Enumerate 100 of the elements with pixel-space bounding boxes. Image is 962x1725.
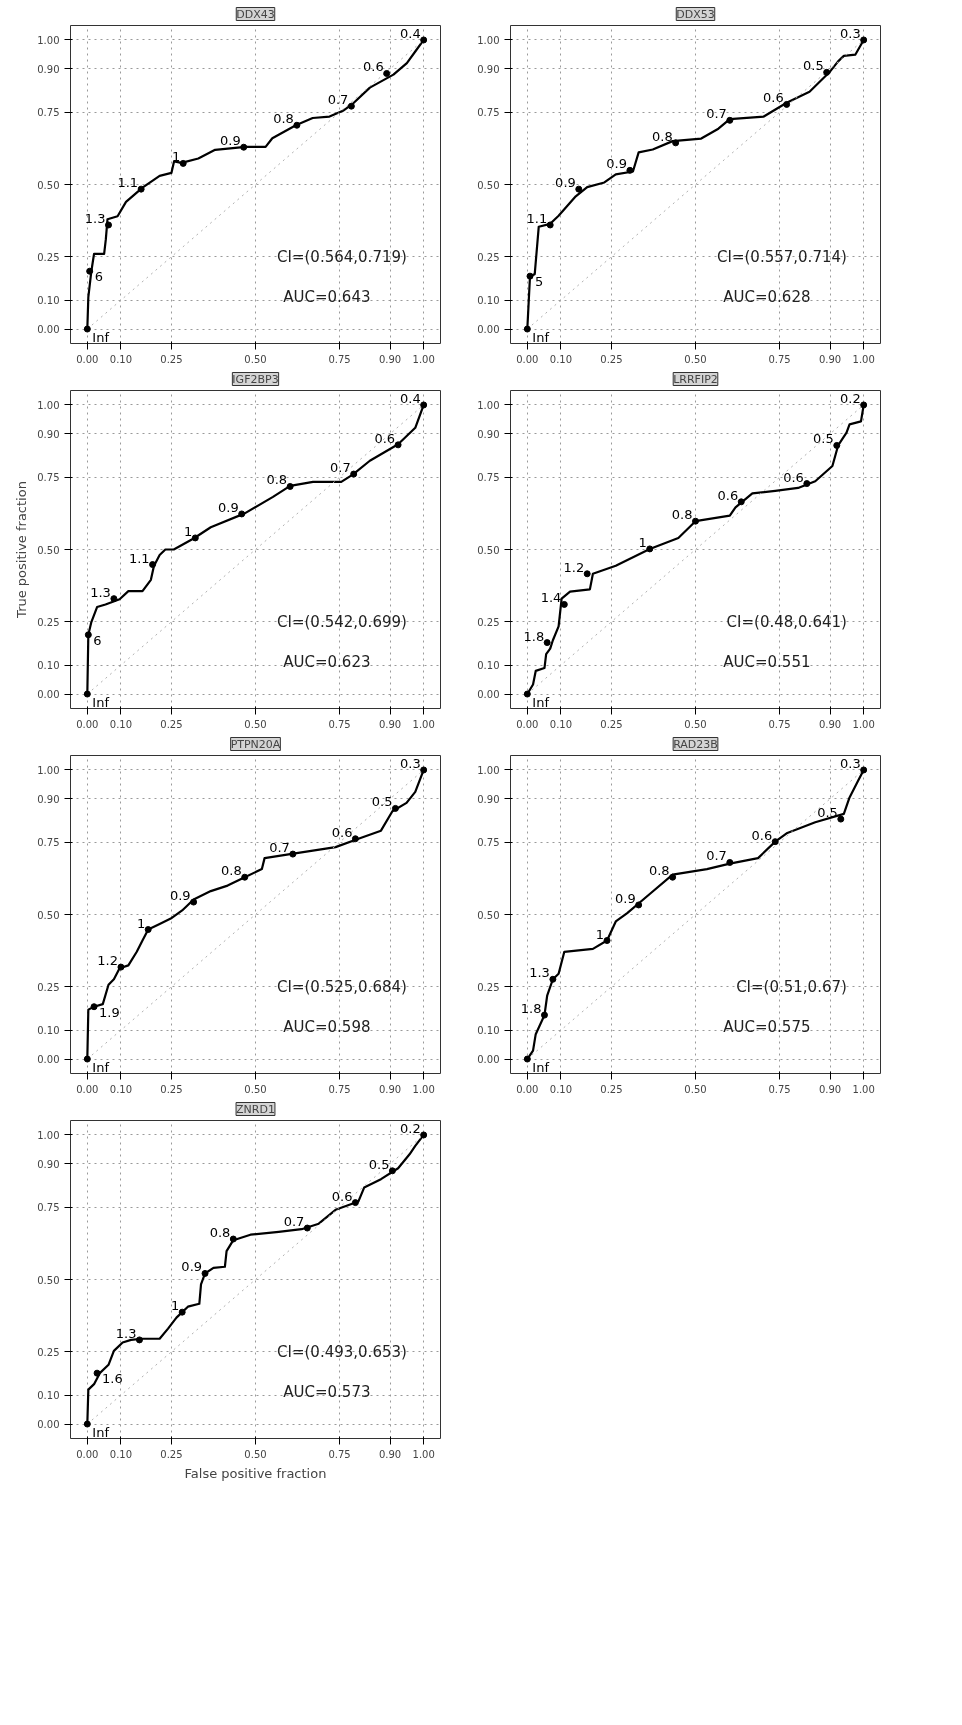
y-tick-label: 0.10 — [37, 1025, 60, 1037]
x-tick-label: 1.00 — [412, 353, 435, 365]
y-tick-label: 0.75 — [37, 1202, 60, 1214]
y-tick-label: 1.00 — [477, 34, 500, 46]
x-tick-label: 0.50 — [684, 353, 707, 365]
y-tick-label: 0.50 — [37, 544, 60, 556]
y-tick-label: 0.90 — [37, 428, 60, 440]
annotation: CI=(0.564,0.719) — [277, 247, 407, 266]
x-tick-label: 0.90 — [818, 718, 842, 730]
y-tick-label: 0.10 — [477, 1025, 500, 1037]
y-tick-label: 0.00 — [477, 689, 500, 701]
annotation: 0.3 — [840, 755, 861, 771]
x-tick-label: 0.50 — [244, 1448, 267, 1460]
annotation: 1.3 — [529, 965, 550, 981]
chart-title: DDX43 — [236, 7, 275, 21]
annotation: 1.3 — [115, 1325, 137, 1341]
x-tick-label: 1.00 — [852, 1083, 875, 1095]
x-tick-label: 0.75 — [328, 1083, 351, 1095]
y-tick-label: 0.00 — [477, 1054, 500, 1066]
y-tick-label: 0.10 — [37, 1390, 60, 1402]
annotation: 0.6 — [717, 487, 739, 503]
y-tick-label: 1.00 — [477, 764, 500, 776]
y-tick-label: 1.00 — [477, 399, 500, 411]
x-tick-label: 0.75 — [328, 1448, 351, 1460]
x-tick-label: 0.75 — [328, 718, 351, 730]
y-tick-label: 1.00 — [37, 399, 60, 411]
annotation: 0.9 — [555, 175, 576, 191]
annotation: 1.8 — [520, 1001, 542, 1017]
annotation: 1.2 — [563, 559, 585, 575]
annotation: 0.8 — [671, 507, 693, 523]
annotation: 0.4 — [400, 390, 421, 406]
y-tick-label: 0.90 — [37, 1158, 60, 1170]
y-tick-label: 0.75 — [37, 107, 60, 119]
x-tick-label: 0.50 — [244, 718, 267, 730]
y-tick-label: 0.25 — [477, 981, 500, 993]
y-tick-label: 0.00 — [477, 324, 500, 336]
annotation: 1 — [171, 149, 181, 165]
annotation: Inf — [532, 695, 550, 711]
annotation: 1 — [184, 523, 193, 539]
annotation: 0.3 — [400, 755, 421, 771]
x-tick-label: 0.25 — [160, 353, 183, 365]
x-tick-label: 0.75 — [768, 718, 791, 730]
x-tick-label: 0.75 — [328, 353, 351, 365]
annotation: 0.8 — [221, 863, 242, 879]
annotation: 1 — [170, 1298, 180, 1314]
annotation: 0.5 — [368, 1156, 390, 1172]
y-tick-label: 0.10 — [37, 295, 60, 307]
annotation: AUC=0.575 — [723, 1018, 811, 1037]
annotation: 1.3 — [84, 210, 106, 226]
chart-title: IGF2BP3 — [232, 372, 279, 386]
annotation: 0.8 — [273, 111, 294, 127]
x-tick-label: 0.00 — [516, 1083, 539, 1095]
x-tick-label: 0.90 — [818, 1083, 842, 1095]
annotation: 0.6 — [331, 824, 353, 840]
x-tick-label: 0.10 — [549, 353, 573, 365]
y-tick-label: 1.00 — [37, 764, 60, 776]
x-tick-label: 0.25 — [600, 1083, 623, 1095]
y-tick-label: 0.10 — [477, 660, 500, 672]
chart-title: LRRFIP2 — [673, 372, 718, 386]
annotation: Inf — [532, 330, 550, 346]
x-tick-label: 0.50 — [684, 1083, 707, 1095]
y-tick-label: 0.90 — [37, 793, 60, 805]
annotation: AUC=0.551 — [723, 653, 811, 672]
annotation: Inf — [92, 330, 110, 346]
x-tick-label: 0.50 — [684, 718, 707, 730]
annotation: CI=(0.542,0.699) — [277, 612, 407, 631]
y-tick-label: 0.00 — [37, 1054, 60, 1066]
y-tick-label: 0.00 — [37, 324, 60, 336]
annotation: 0.9 — [218, 499, 239, 515]
x-tick-label: 0.90 — [378, 718, 402, 730]
y-tick-label: 0.90 — [37, 63, 60, 75]
x-tick-label: 0.90 — [378, 1448, 402, 1460]
x-tick-label: 0.25 — [600, 718, 623, 730]
x-tick-label: 0.00 — [76, 1448, 99, 1460]
annotation: 0.7 — [327, 92, 349, 108]
annotation: 0.9 — [181, 1259, 203, 1275]
y-tick-label: 0.25 — [37, 1346, 60, 1358]
y-tick-label: 0.50 — [37, 1274, 60, 1286]
x-tick-label: 0.25 — [160, 718, 183, 730]
x-tick-label: 0.00 — [76, 718, 99, 730]
annotation: 0.9 — [606, 156, 627, 172]
x-tick-label: 0.10 — [109, 1448, 133, 1460]
annotation: 0.9 — [220, 133, 241, 149]
y-tick-label: 0.25 — [477, 251, 500, 263]
y-tick-label: 0.50 — [37, 909, 60, 921]
y-tick-label: 0.75 — [477, 837, 500, 849]
annotation: 6 — [93, 632, 102, 648]
y-tick-label: 0.75 — [37, 837, 60, 849]
x-tick-label: 0.75 — [768, 353, 791, 365]
annotation: 0.6 — [762, 90, 784, 106]
annotation: CI=(0.48,0.641) — [726, 612, 847, 631]
annotation: 0.8 — [209, 1225, 231, 1241]
y-tick-label: 0.90 — [477, 428, 500, 440]
annotation: CI=(0.557,0.714) — [717, 247, 847, 266]
annotation: 0.6 — [363, 59, 384, 75]
annotation: 1.8 — [523, 628, 545, 644]
x-tick-label: 1.00 — [852, 353, 875, 365]
annotation: 0.6 — [374, 430, 396, 446]
annotation: 0.6 — [783, 469, 804, 485]
annotation: 1 — [595, 926, 605, 942]
